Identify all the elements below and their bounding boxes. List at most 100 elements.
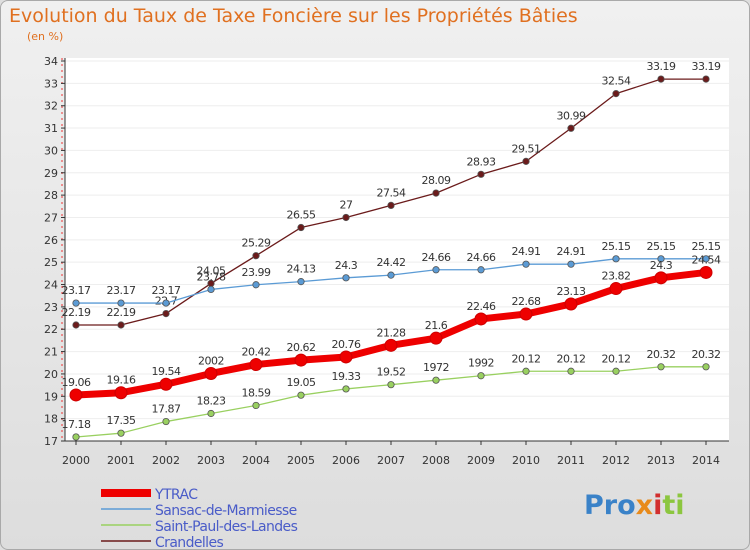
data-point xyxy=(117,299,125,307)
data-point xyxy=(657,363,665,371)
data-point xyxy=(297,278,305,286)
data-point xyxy=(477,170,485,178)
data-label: 25.15 xyxy=(602,240,631,253)
data-label: 23.17 xyxy=(107,284,136,297)
data-point xyxy=(567,260,575,268)
x-tick-label: 2011 xyxy=(557,454,585,467)
data-point xyxy=(69,388,83,402)
data-label: 17.87 xyxy=(152,403,181,416)
data-point xyxy=(432,376,440,384)
y-tick-label: 19 xyxy=(44,390,58,403)
x-tick-label: 2000 xyxy=(62,454,90,467)
data-label: 33.19 xyxy=(647,60,676,73)
y-tick-label: 22 xyxy=(44,323,58,336)
data-point xyxy=(702,75,710,83)
y-tick-label: 27 xyxy=(44,211,58,224)
data-label: 19.06 xyxy=(62,376,91,389)
data-label: 22.46 xyxy=(467,300,496,313)
data-point xyxy=(654,271,668,285)
data-point xyxy=(612,367,620,375)
data-label: 20.12 xyxy=(557,352,586,365)
x-tick-label: 2005 xyxy=(287,454,315,467)
data-point xyxy=(162,309,170,318)
data-label: 20.32 xyxy=(692,348,721,361)
x-tick-label: 2010 xyxy=(512,454,540,467)
data-point xyxy=(699,265,713,279)
data-point xyxy=(384,338,398,352)
y-tick-label: 17 xyxy=(44,435,58,448)
y-tick-label: 23 xyxy=(44,301,58,314)
data-label: 25.15 xyxy=(692,240,721,253)
x-tick-label: 2009 xyxy=(467,454,495,467)
data-point xyxy=(477,266,485,274)
y-tick-label: 20 xyxy=(44,368,58,381)
data-label: 19.52 xyxy=(377,366,406,379)
data-label: 20.76 xyxy=(332,338,361,351)
data-label: 24.3 xyxy=(650,259,673,272)
chart-subtitle: (en %) xyxy=(27,30,64,43)
data-label: 22.19 xyxy=(62,306,91,319)
data-point xyxy=(432,266,440,274)
y-tick-label: 28 xyxy=(44,189,58,202)
data-point xyxy=(522,157,530,165)
x-tick-label: 2007 xyxy=(377,454,405,467)
data-label: 20.32 xyxy=(647,348,676,361)
x-tick-label: 2004 xyxy=(242,454,270,467)
data-label: 17.35 xyxy=(107,414,136,427)
data-point xyxy=(72,321,80,329)
data-point xyxy=(702,255,710,263)
x-tick-label: 2008 xyxy=(422,454,450,467)
data-point xyxy=(342,385,350,393)
data-label: 24.54 xyxy=(692,253,721,266)
data-point xyxy=(564,297,578,311)
data-point xyxy=(477,372,485,380)
data-label: 18.59 xyxy=(242,386,271,399)
data-point xyxy=(609,282,623,296)
data-point xyxy=(252,281,260,289)
x-tick-label: 2003 xyxy=(197,454,225,467)
y-tick-label: 26 xyxy=(44,234,58,247)
data-label: 1992 xyxy=(468,357,494,370)
data-label: 23.99 xyxy=(242,266,271,279)
y-tick-label: 34 xyxy=(44,55,58,68)
legend-label: Saint-Paul-des-Landes xyxy=(155,519,298,535)
y-tick-label: 25 xyxy=(44,256,58,269)
data-label: 28.09 xyxy=(422,174,451,187)
data-point xyxy=(339,350,353,364)
data-point xyxy=(297,391,305,399)
data-point xyxy=(207,409,215,418)
data-label: 24.3 xyxy=(335,259,358,272)
data-point xyxy=(297,223,305,232)
data-label: 33.19 xyxy=(692,60,721,73)
data-point xyxy=(294,353,308,367)
data-label: 24.66 xyxy=(467,251,496,264)
data-label: 20.12 xyxy=(512,352,541,365)
data-label: 1972 xyxy=(423,361,449,374)
data-label: 20.12 xyxy=(602,352,631,365)
data-label: 19.16 xyxy=(107,374,136,387)
y-tick-label: 30 xyxy=(44,144,58,157)
x-tick-label: 2002 xyxy=(152,454,180,467)
data-label: 24.05 xyxy=(197,264,226,277)
proxiti-logo: Proxiti xyxy=(584,490,685,521)
data-point xyxy=(252,401,260,410)
data-point xyxy=(162,417,170,426)
data-point xyxy=(387,381,395,389)
data-point xyxy=(249,358,263,372)
data-point xyxy=(72,299,80,307)
data-point xyxy=(387,271,395,279)
data-point xyxy=(567,124,575,132)
data-label: 24.42 xyxy=(377,256,406,269)
data-point xyxy=(114,386,128,400)
data-point xyxy=(474,312,488,326)
data-point xyxy=(252,252,260,260)
data-label: 21.28 xyxy=(377,326,406,339)
x-tick-label: 2013 xyxy=(647,454,675,467)
data-label: 29.51 xyxy=(512,142,541,155)
y-tick-label: 29 xyxy=(44,167,58,180)
data-label: 20.42 xyxy=(242,346,271,359)
data-point xyxy=(612,90,620,98)
data-point xyxy=(657,75,665,83)
data-label: 24.13 xyxy=(287,263,316,276)
